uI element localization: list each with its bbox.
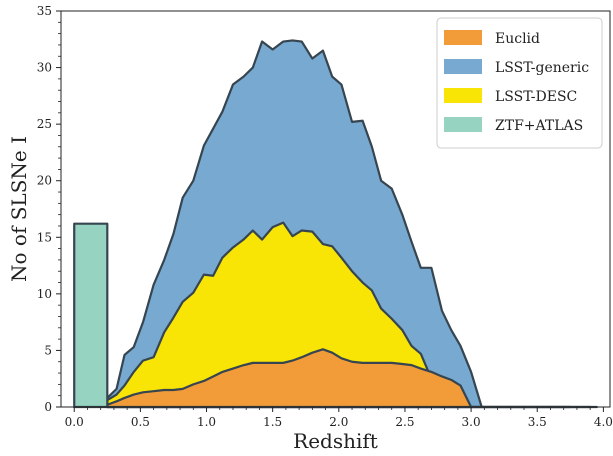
x-tick-label: 3.0 [462, 415, 481, 429]
x-tick-label: 2.0 [329, 415, 348, 429]
y-tick-label: 20 [37, 174, 52, 188]
y-tick-label: 35 [37, 4, 52, 18]
y-tick-label: 5 [44, 343, 52, 357]
y-tick-label: 0 [44, 400, 52, 414]
x-tick-label: 0.0 [65, 415, 84, 429]
legend-label-euclid: Euclid [495, 31, 540, 47]
legend-label-lsst-generic: LSST-generic [495, 60, 589, 76]
y-tick-label: 30 [37, 61, 52, 75]
y-tick-label: 25 [37, 117, 52, 131]
x-tick-label: 0.5 [131, 415, 150, 429]
legend-swatch-lsst-desc [444, 88, 482, 103]
ticks: 0.0 0.5 1.0 1.5 2.0 2.5 3.0 3.5 4.0 0 5 10 15 20 25 30 3… [37, 4, 613, 429]
legend-swatch-ztf-atlas [444, 117, 482, 132]
axes [60, 10, 611, 408]
x-tick-label: 1.5 [263, 415, 282, 429]
legend: Euclid LSST-generic LSST-DESC ZTF+ATLAS [436, 17, 603, 149]
legend-box [436, 17, 603, 149]
x-tick-label: 3.5 [528, 415, 547, 429]
area-ztf-atlas [73, 222, 109, 409]
legend-swatch-euclid [444, 30, 482, 45]
legend-swatch-lsst-generic [444, 59, 482, 74]
y-tick-label: 15 [37, 230, 52, 244]
x-axis-label: Redshift [293, 429, 378, 453]
plot-frame [60, 10, 611, 408]
x-tick-label: 2.5 [395, 415, 414, 429]
y-axis-label: No of SLSNe I [7, 136, 31, 282]
plot-areas [73, 39, 598, 409]
legend-label-lsst-desc: LSST-DESC [495, 89, 577, 105]
y-tick-label: 10 [37, 287, 52, 301]
x-tick-label: 4.0 [594, 415, 613, 429]
x-tick-label: 1.0 [197, 415, 216, 429]
legend-label-ztf-atlas: ZTF+ATLAS [495, 118, 583, 134]
